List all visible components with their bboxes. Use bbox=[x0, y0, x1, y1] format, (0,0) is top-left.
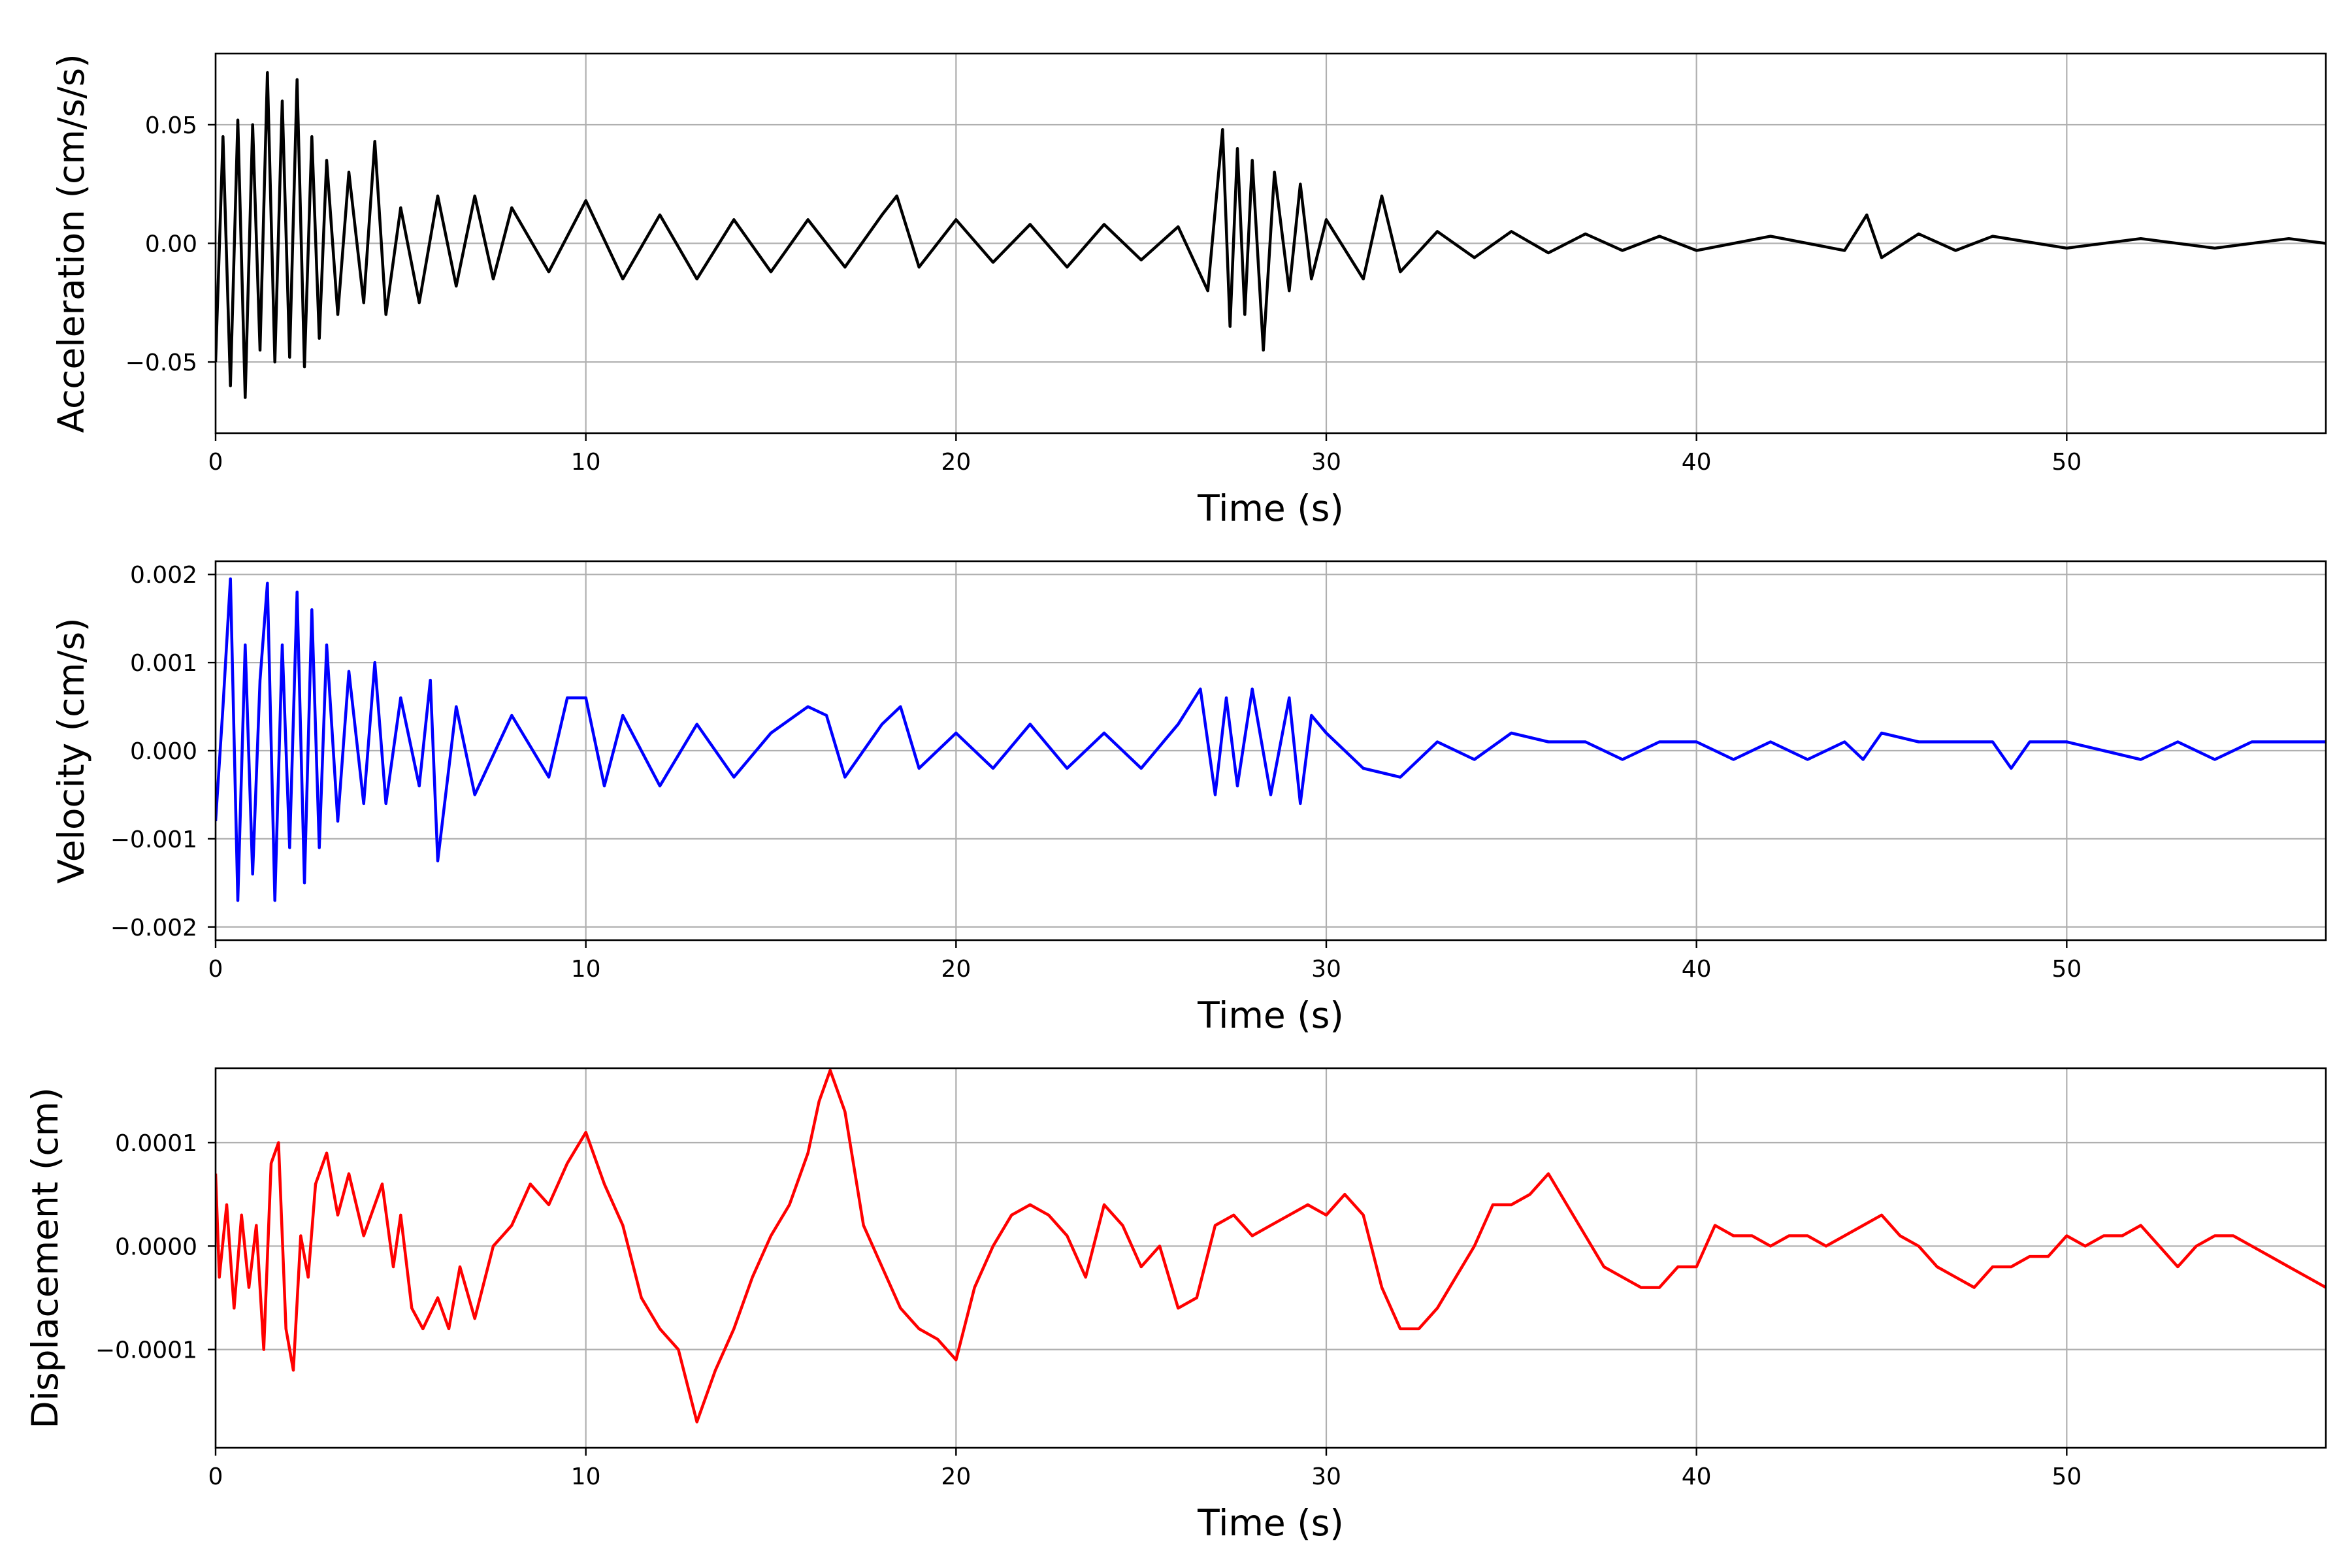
displacement-x-tick-label: 50 bbox=[2051, 1463, 2082, 1490]
displacement-panel: 0 10 20 30 40 50 −0.0001 0.0000 0.0001 Time (s) Di… bbox=[24, 1067, 2327, 1544]
displacement-x-tick-label: 40 bbox=[1682, 1463, 1712, 1490]
velocity-y-tick-label: 0.002 bbox=[130, 562, 197, 589]
acceleration-x-axis-label: Time (s) bbox=[1197, 487, 1344, 529]
velocity-y-tick-label: −0.002 bbox=[110, 915, 197, 941]
acceleration-y-axis-label: Acceleration (cm/s/s) bbox=[50, 54, 92, 433]
displacement-x-tick-label: 0 bbox=[208, 1463, 223, 1490]
velocity-y-tick-label: 0.000 bbox=[130, 738, 197, 765]
displacement-y-tick-label: 0.0001 bbox=[115, 1130, 197, 1157]
velocity-x-tick-label: 50 bbox=[2051, 956, 2082, 983]
acceleration-y-tick-label: 0.00 bbox=[145, 231, 197, 258]
displacement-axes-frame bbox=[214, 1067, 2327, 1449]
displacement-x-tick-label: 10 bbox=[571, 1463, 601, 1490]
velocity-x-tick-label: 40 bbox=[1682, 956, 1712, 983]
displacement-y-axis-label: Displacement (cm) bbox=[24, 1087, 66, 1428]
displacement-series-line bbox=[216, 1068, 2326, 1424]
velocity-x-tick-label: 10 bbox=[571, 956, 601, 983]
velocity-x-tick-label: 30 bbox=[1311, 956, 1341, 983]
acceleration-x-tick-label: 30 bbox=[1311, 449, 1341, 476]
displacement-y-tick-label: −0.0001 bbox=[95, 1337, 197, 1364]
displacement-x-axis-label: Time (s) bbox=[1197, 1502, 1344, 1544]
acceleration-x-tick-label: 10 bbox=[571, 449, 601, 476]
displacement-x-tick-label: 30 bbox=[1311, 1463, 1341, 1490]
acceleration-x-tick-label: 40 bbox=[1682, 449, 1712, 476]
velocity-x-tick-label: 0 bbox=[208, 956, 223, 983]
velocity-panel: 0 10 20 30 40 50 −0.002 −0.001 0.000 0.001 0.002 Ti… bbox=[50, 560, 2327, 1036]
acceleration-x-tick-label: 50 bbox=[2051, 449, 2082, 476]
acceleration-x-tick-label: 0 bbox=[208, 449, 223, 476]
velocity-y-axis-label: Velocity (cm/s) bbox=[50, 617, 92, 883]
velocity-y-tick-label: −0.001 bbox=[110, 826, 197, 853]
acceleration-y-tick-label: 0.05 bbox=[145, 112, 197, 139]
acceleration-panel: 0 10 20 30 40 50 −0.05 0.00 0.05 Time (s) Accelera… bbox=[50, 52, 2327, 529]
velocity-y-tick-label: 0.001 bbox=[130, 650, 197, 677]
acceleration-x-tick-label: 20 bbox=[941, 449, 971, 476]
velocity-x-axis-label: Time (s) bbox=[1197, 994, 1344, 1036]
acceleration-series-line bbox=[216, 71, 2326, 399]
acceleration-y-tick-label: −0.05 bbox=[125, 350, 197, 376]
displacement-y-tick-label: 0.0000 bbox=[115, 1233, 197, 1260]
velocity-series-line bbox=[216, 577, 2326, 902]
displacement-x-tick-label: 20 bbox=[941, 1463, 971, 1490]
velocity-x-tick-label: 20 bbox=[941, 956, 971, 983]
